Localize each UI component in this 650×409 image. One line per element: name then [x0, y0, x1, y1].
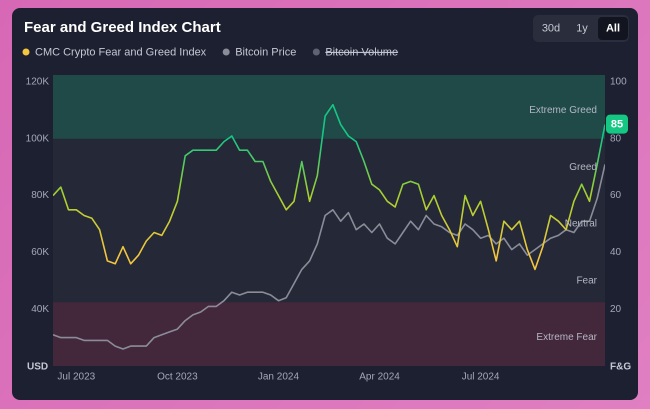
y-tick-label: 60K: [31, 247, 49, 258]
x-tick-label: Jan 2024: [258, 372, 300, 383]
last-value-badge: [606, 114, 628, 134]
zone-label: Fear: [576, 275, 597, 286]
x-tick-label: Jul 2023: [57, 372, 95, 383]
y2-tick-label: 100: [610, 77, 627, 88]
y2-tick-label: 40: [610, 247, 622, 258]
y2-tick-label: 80: [610, 133, 622, 144]
range-button[interactable]: All: [606, 22, 620, 34]
zone-label: Greed: [569, 162, 597, 173]
y2-axis-label: F&G: [610, 362, 631, 373]
chart-title: Fear and Greed Index Chart: [24, 19, 221, 36]
zone-label: Extreme Greed: [529, 105, 597, 116]
legend-marker: [312, 48, 320, 56]
y2-tick-label: 20: [610, 304, 622, 315]
range-button-active: [598, 17, 628, 40]
y-axis-label: USD: [27, 362, 48, 373]
last-value-label: 85: [611, 119, 623, 131]
y-tick-label: 80K: [31, 190, 49, 201]
series-line: [53, 103, 605, 271]
series-line: [53, 164, 605, 350]
zone-band: [53, 302, 605, 366]
legend-label[interactable]: Bitcoin Volume: [325, 46, 398, 58]
x-tick-label: Oct 2023: [157, 372, 198, 383]
legend-label[interactable]: Bitcoin Price: [235, 46, 296, 58]
legend-marker: [222, 48, 230, 56]
plot: [53, 75, 605, 366]
y-tick-label: 100K: [26, 133, 50, 144]
x-tick-label: Apr 2024: [359, 372, 400, 383]
zone-band: [53, 75, 605, 139]
zone-label: Neutral: [565, 219, 597, 230]
y-tick-label: 40K: [31, 304, 49, 315]
y2-tick-label: 60: [610, 190, 622, 201]
legend-label[interactable]: CMC Crypto Fear and Greed Index: [35, 46, 207, 58]
range-button[interactable]: 1y: [576, 22, 588, 34]
range-button[interactable]: 30d: [542, 22, 560, 34]
zone-label: Extreme Fear: [536, 332, 597, 343]
legend-marker: [22, 48, 30, 56]
y-tick-label: 120K: [26, 77, 50, 88]
x-tick-label: Jul 2024: [462, 372, 500, 383]
